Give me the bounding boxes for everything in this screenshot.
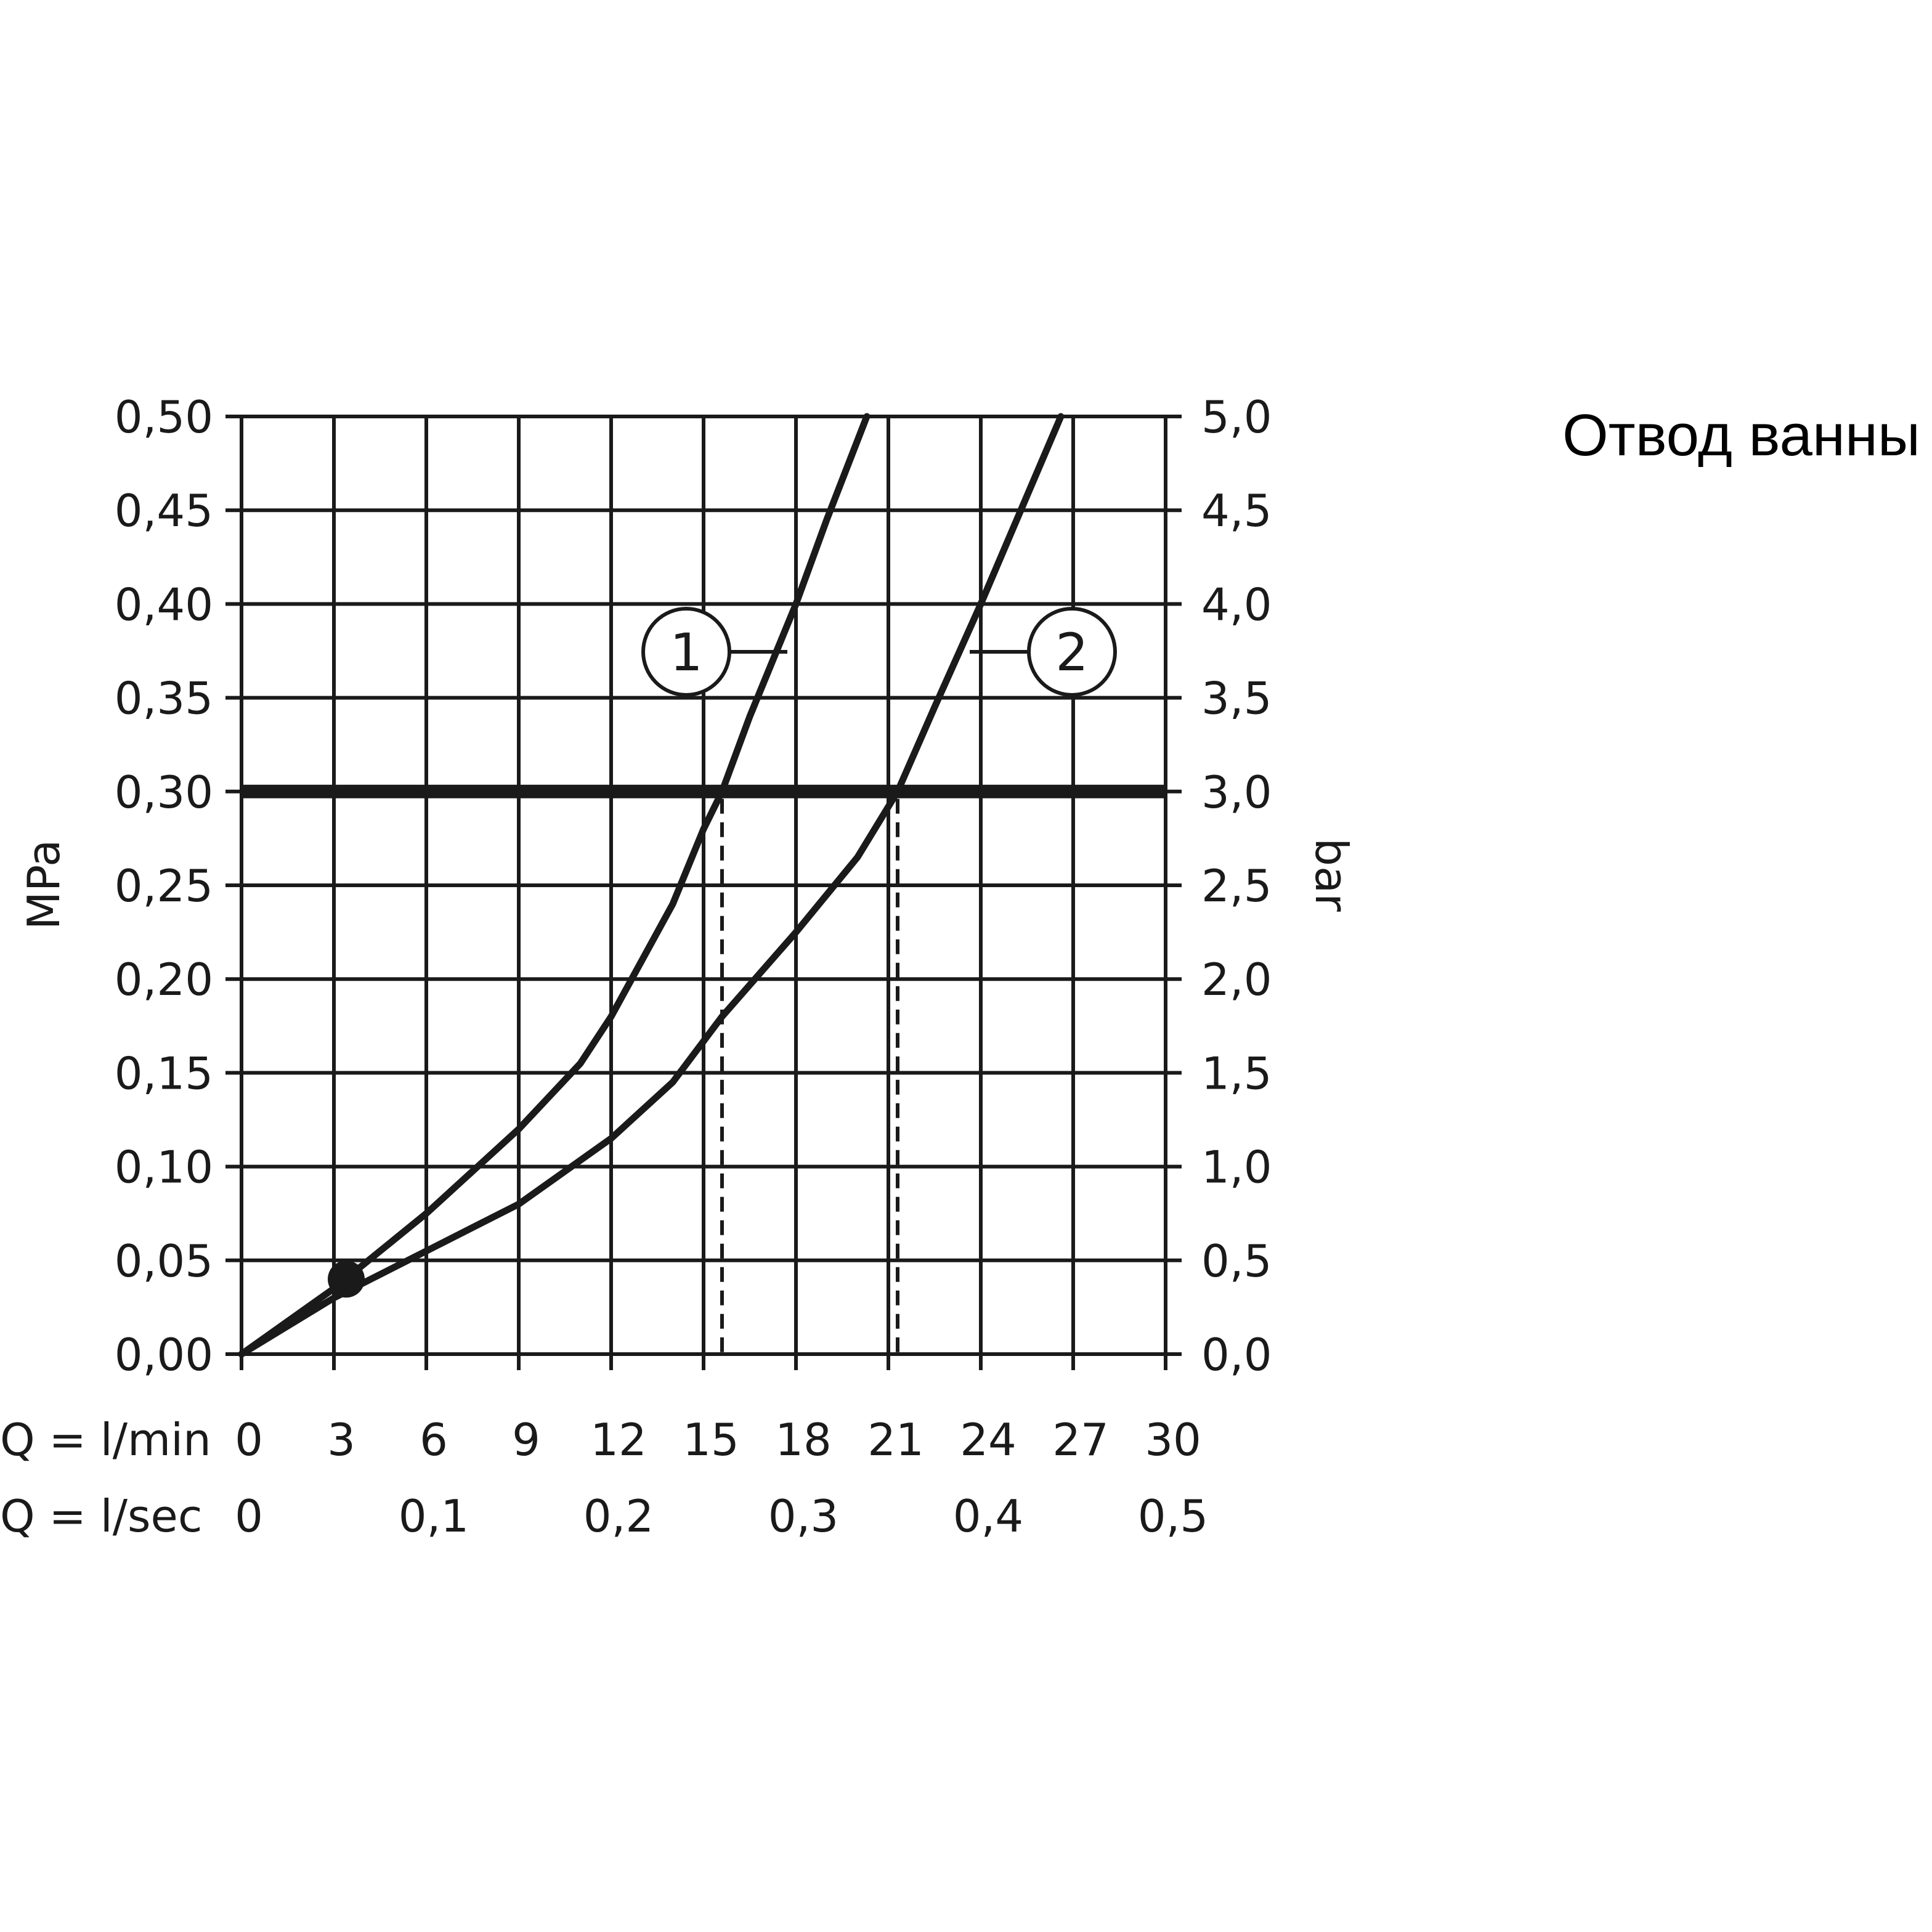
series-1-marker-circle bbox=[641, 607, 731, 697]
series-2-marker-label: 2 bbox=[1055, 622, 1088, 683]
left-axis-label: MPa bbox=[18, 840, 70, 930]
series-1-marker-label: 1 bbox=[670, 622, 702, 683]
x-row1-tick-label: 24 bbox=[960, 1414, 1017, 1466]
x-row1-tick-label: 12 bbox=[590, 1414, 647, 1466]
x-row2-tick-label: 0,1 bbox=[399, 1490, 469, 1542]
right-tick-label: 0,5 bbox=[1201, 1235, 1272, 1287]
x-row1-tick-label: 21 bbox=[867, 1414, 924, 1466]
left-tick-label: 0,25 bbox=[115, 860, 213, 912]
x-row2-tick-label: 0,4 bbox=[953, 1490, 1024, 1542]
x-row2-tick-label: 0,2 bbox=[583, 1490, 654, 1542]
x-row1-tick-label: 15 bbox=[683, 1414, 739, 1466]
right-tick-label: 4,0 bbox=[1201, 578, 1272, 630]
left-tick-label: 0,20 bbox=[115, 954, 213, 1005]
right-tick-label: 1,0 bbox=[1201, 1142, 1272, 1193]
series-layer bbox=[238, 413, 1166, 1358]
chart-side-title: Отвод ванны bbox=[1562, 402, 1920, 468]
right-tick-label: 1,5 bbox=[1201, 1047, 1272, 1099]
x-row1-tick-label: 9 bbox=[512, 1414, 540, 1466]
axis-labels: 0,00 0,00,05 0,50,10 1,00,15 1,50,20 2,00,25 2… bbox=[115, 391, 1272, 1542]
left-tick-label: 0,05 bbox=[115, 1235, 213, 1287]
right-tick-label: 4,5 bbox=[1201, 485, 1272, 537]
series-2-line bbox=[238, 413, 1065, 1358]
left-tick-label: 0,15 bbox=[115, 1047, 213, 1099]
left-tick-label: 0,10 bbox=[115, 1142, 213, 1193]
x-row2-tick-label: 0,3 bbox=[768, 1490, 839, 1542]
x-row1-tick-label: 30 bbox=[1145, 1414, 1201, 1466]
series-1-line bbox=[238, 413, 871, 1358]
right-tick-label: 2,5 bbox=[1201, 860, 1272, 912]
x-row1-tick-label: 3 bbox=[327, 1414, 355, 1466]
series-2-marker-circle bbox=[1027, 607, 1117, 697]
left-tick-label: 0,40 bbox=[115, 578, 213, 630]
min-point-marker bbox=[328, 1260, 365, 1298]
left-tick-label: 0,50 bbox=[115, 391, 213, 443]
left-tick-label: 0,45 bbox=[115, 485, 213, 537]
x-row2-tick-label: 0 bbox=[235, 1490, 263, 1542]
x-axis-row1-label: Q = l/min bbox=[0, 1414, 211, 1466]
right-tick-label: 3,5 bbox=[1201, 673, 1272, 724]
x-row2-tick-label: 0,5 bbox=[1138, 1490, 1209, 1542]
left-tick-label: 0,35 bbox=[115, 673, 213, 724]
right-axis-label: bar bbox=[1305, 838, 1357, 912]
left-tick-label: 0,30 bbox=[115, 766, 213, 818]
x-row1-tick-label: 27 bbox=[1052, 1414, 1109, 1466]
x-row1-tick-label: 0 bbox=[235, 1414, 263, 1466]
right-tick-label: 3,0 bbox=[1201, 766, 1272, 818]
x-row1-tick-label: 18 bbox=[775, 1414, 832, 1466]
right-tick-label: 2,0 bbox=[1201, 954, 1272, 1005]
left-tick-label: 0,00 bbox=[115, 1329, 213, 1381]
right-tick-label: 5,0 bbox=[1201, 391, 1272, 443]
x-row1-tick-label: 6 bbox=[420, 1414, 448, 1466]
right-tick-label: 0,0 bbox=[1201, 1329, 1272, 1381]
grid bbox=[225, 415, 1182, 1370]
x-axis-row2-label: Q = l/sec bbox=[0, 1490, 202, 1542]
